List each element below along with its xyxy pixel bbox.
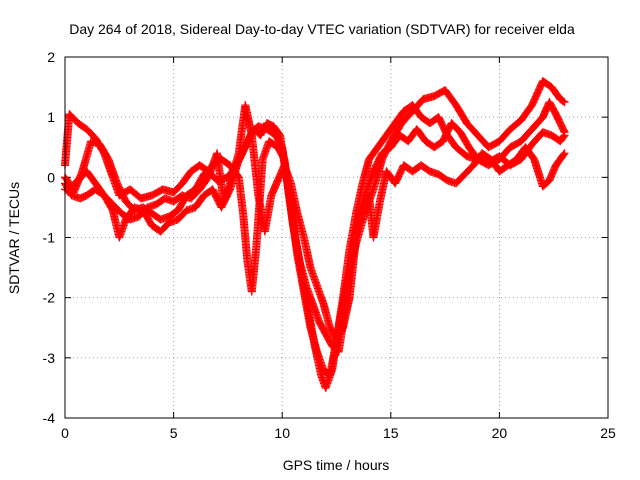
y-tick-label: -2 <box>43 290 56 306</box>
plot-frame <box>64 56 609 419</box>
x-tick-label: 15 <box>383 425 399 441</box>
data-point-marker <box>559 97 568 106</box>
series-track-4 <box>61 101 569 344</box>
y-tick-label: -3 <box>43 350 56 366</box>
y-axis-tick-labels: -4 -3 -2 -1 0 1 2 <box>43 49 56 426</box>
x-tick-label: 20 <box>492 425 508 441</box>
x-axis-tick-labels: 0 5 10 15 20 25 <box>61 425 616 441</box>
y-tick-label: 0 <box>47 169 55 185</box>
data-point-marker <box>560 98 569 107</box>
x-tick-label: 25 <box>600 425 616 441</box>
data-point-marker <box>560 149 569 158</box>
data-point-marker <box>559 132 568 141</box>
x-tick-label: 5 <box>170 425 178 441</box>
data-point-marker <box>560 131 569 140</box>
data-point-marker <box>559 150 568 159</box>
y-tick-label: 2 <box>47 49 55 65</box>
y-axis-label: SDTVAR / TECUs <box>6 182 22 294</box>
x-axis-label: GPS time / hours <box>283 457 390 473</box>
x-tick-label: 0 <box>61 425 69 441</box>
y-tick-label: 1 <box>47 109 55 125</box>
y-tick-label: -4 <box>43 410 56 426</box>
grid-lines <box>65 57 608 418</box>
chart-title: Day 264 of 2018, Sidereal Day-to-day VTE… <box>69 21 575 37</box>
data-points <box>61 77 569 392</box>
y-tick-label: -1 <box>43 230 56 246</box>
x-tick-label: 10 <box>274 425 290 441</box>
